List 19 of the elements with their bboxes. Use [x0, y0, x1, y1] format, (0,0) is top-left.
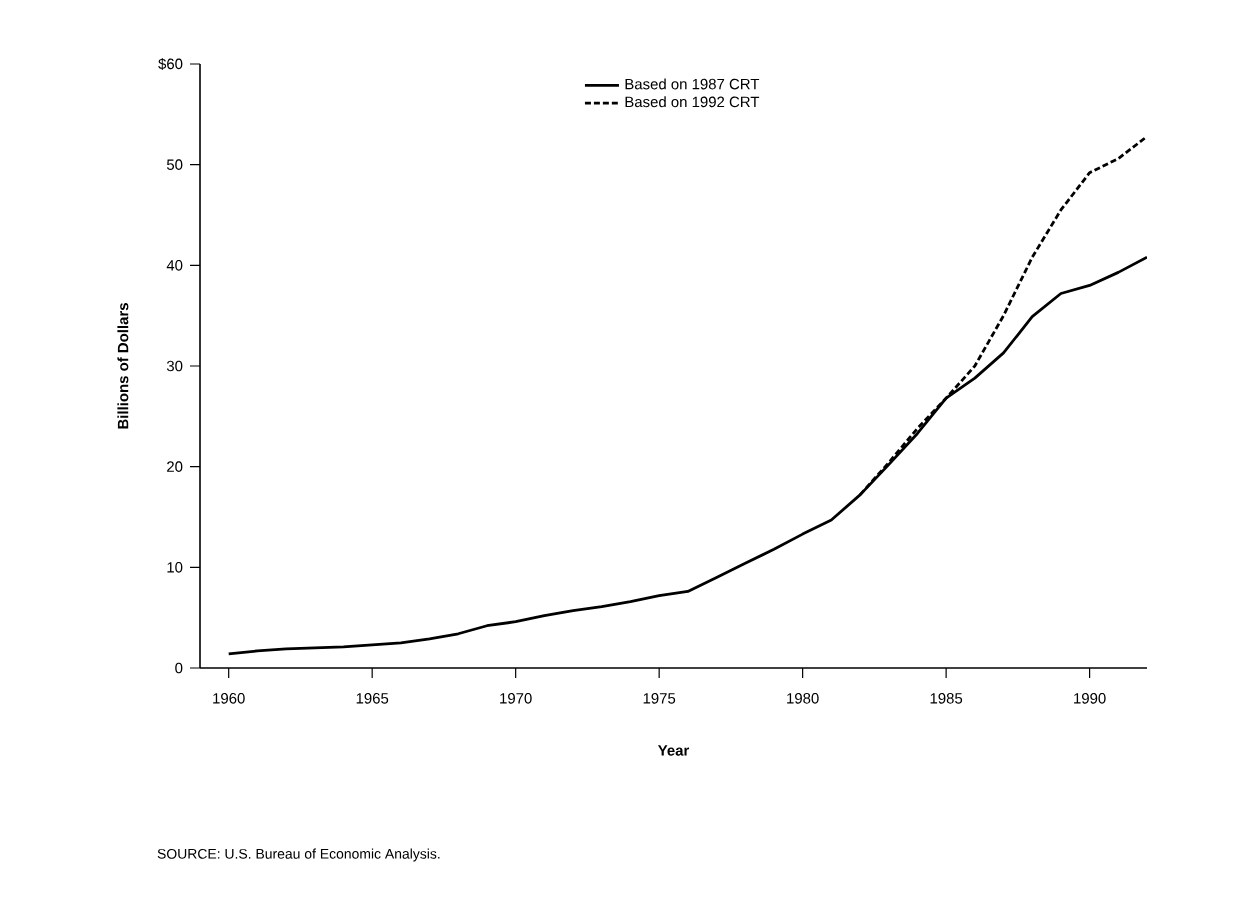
x-tick-label: 1985 [930, 693, 963, 704]
x-axis-title: Year [657, 745, 690, 756]
y-tick-label: $60 [158, 57, 183, 71]
y-tick-label: 40 [166, 260, 183, 271]
y-tick-label: 50 [166, 159, 183, 170]
x-tick-label: 1960 [213, 693, 245, 704]
x-tick-label: 1965 [356, 693, 389, 704]
y-tick-label: 0 [175, 662, 183, 674]
legend-label: Based on 1992 CRT [625, 96, 760, 108]
x-tick-label: 1990 [1074, 693, 1106, 704]
source-note: SOURCE: U.S. Bureau of Economic Analysis. [157, 848, 440, 862]
x-tick-label: 1975 [643, 693, 676, 704]
y-axis-title: Billions of Dollars [117, 303, 129, 429]
y-tick-label: 20 [167, 461, 183, 472]
x-tick-label: 1970 [500, 693, 532, 704]
legend-label: Based on 1987 CRT [625, 78, 760, 90]
y-tick-label: 10 [167, 562, 183, 573]
x-tick-label: 1980 [787, 693, 819, 704]
y-tick-label: 30 [166, 360, 183, 372]
